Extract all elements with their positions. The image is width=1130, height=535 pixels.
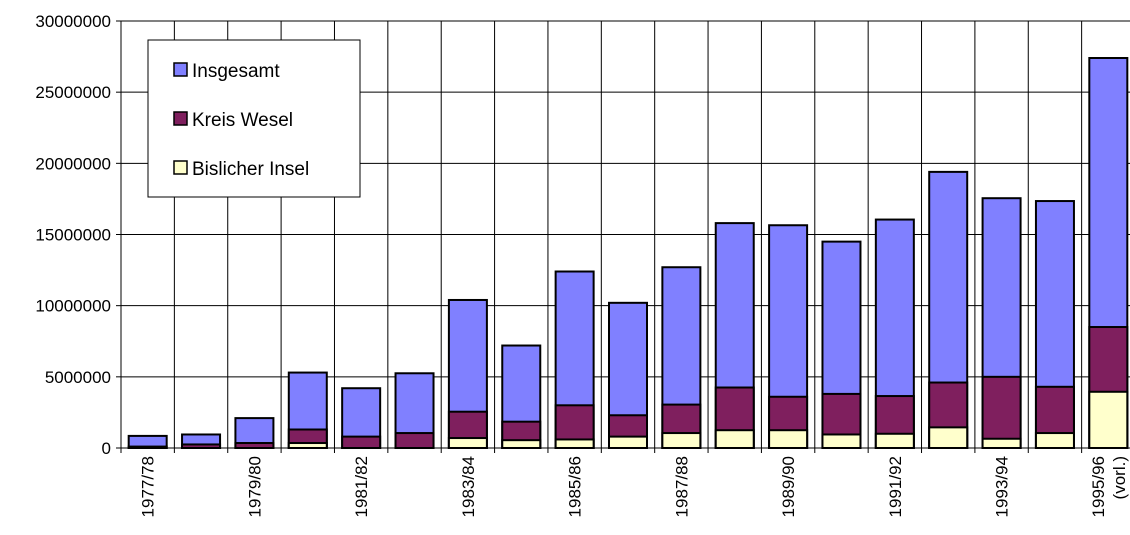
bar-bislicher-insel xyxy=(287,442,328,450)
bar-bislicher-insel xyxy=(928,426,969,449)
x-tick-label: 1979/80 xyxy=(245,456,264,517)
bar-bislicher-insel xyxy=(554,438,595,449)
bar-bislicher-insel xyxy=(501,439,542,449)
legend-label-kreis-wesel: Kreis Wesel xyxy=(192,110,293,131)
bar-bislicher-insel xyxy=(821,433,862,449)
legend: Insgesamt Kreis Wesel Bislicher Insel xyxy=(147,39,361,198)
y-tick-label: 0 xyxy=(102,439,111,458)
x-axis: 1977/78 1979/80 1981/82 1983/84 1985/86 1987/… xyxy=(120,447,1130,517)
y-tick-label: 20000000 xyxy=(35,154,111,173)
x-tick-label: 1993/94 xyxy=(993,456,1012,517)
legend-label-insgesamt: Insgesamt xyxy=(192,61,280,82)
bar-kreis-wesel xyxy=(234,442,275,450)
y-tick-label: 15000000 xyxy=(35,226,111,245)
bar-bislicher-insel xyxy=(874,432,915,449)
y-axis: 0 5000000 10000000 15000000 20000000 25000000… xyxy=(35,12,121,458)
bar-bislicher-insel xyxy=(1088,390,1129,449)
y-tick-label: 10000000 xyxy=(35,297,111,316)
bars xyxy=(127,57,1129,450)
bar-kreis-wesel xyxy=(181,443,222,450)
legend-swatch-insgesamt xyxy=(173,62,188,77)
y-tick-label: 25000000 xyxy=(35,83,111,102)
bar-bislicher-insel xyxy=(1034,432,1075,449)
bar-bislicher-insel xyxy=(714,429,755,450)
bar-bislicher-insel xyxy=(981,437,1022,449)
bar-kreis-wesel xyxy=(341,435,382,450)
x-tick-label: 1977/78 xyxy=(139,456,158,517)
bar-kreis-wesel xyxy=(981,375,1022,450)
bar-bislicher-insel xyxy=(608,435,648,450)
x-tick-label: 1983/84 xyxy=(459,456,478,517)
x-tick-label: 1981/82 xyxy=(352,456,371,517)
x-tick-label: 1985/86 xyxy=(566,456,585,517)
x-tick-label: 1989/90 xyxy=(779,456,798,517)
legend-swatch-bislicher-insel xyxy=(173,160,188,175)
y-tick-label: 30000000 xyxy=(35,12,111,31)
x-tick-label: 1991/92 xyxy=(886,456,905,517)
bar-bislicher-insel xyxy=(447,437,488,449)
bar-bislicher-insel xyxy=(768,429,809,450)
bar-kreis-wesel xyxy=(394,432,435,449)
bar-bislicher-insel xyxy=(661,432,702,449)
legend-swatch-kreis-wesel xyxy=(173,111,188,126)
x-tick-label: 1995/96 xyxy=(1089,456,1108,517)
x-tick-label: 1987/88 xyxy=(672,456,691,517)
y-tick-label: 5000000 xyxy=(45,368,111,387)
legend-label-bislicher-insel: Bislicher Insel xyxy=(192,159,309,180)
x-tick-label: (vorl.) xyxy=(1110,456,1129,499)
